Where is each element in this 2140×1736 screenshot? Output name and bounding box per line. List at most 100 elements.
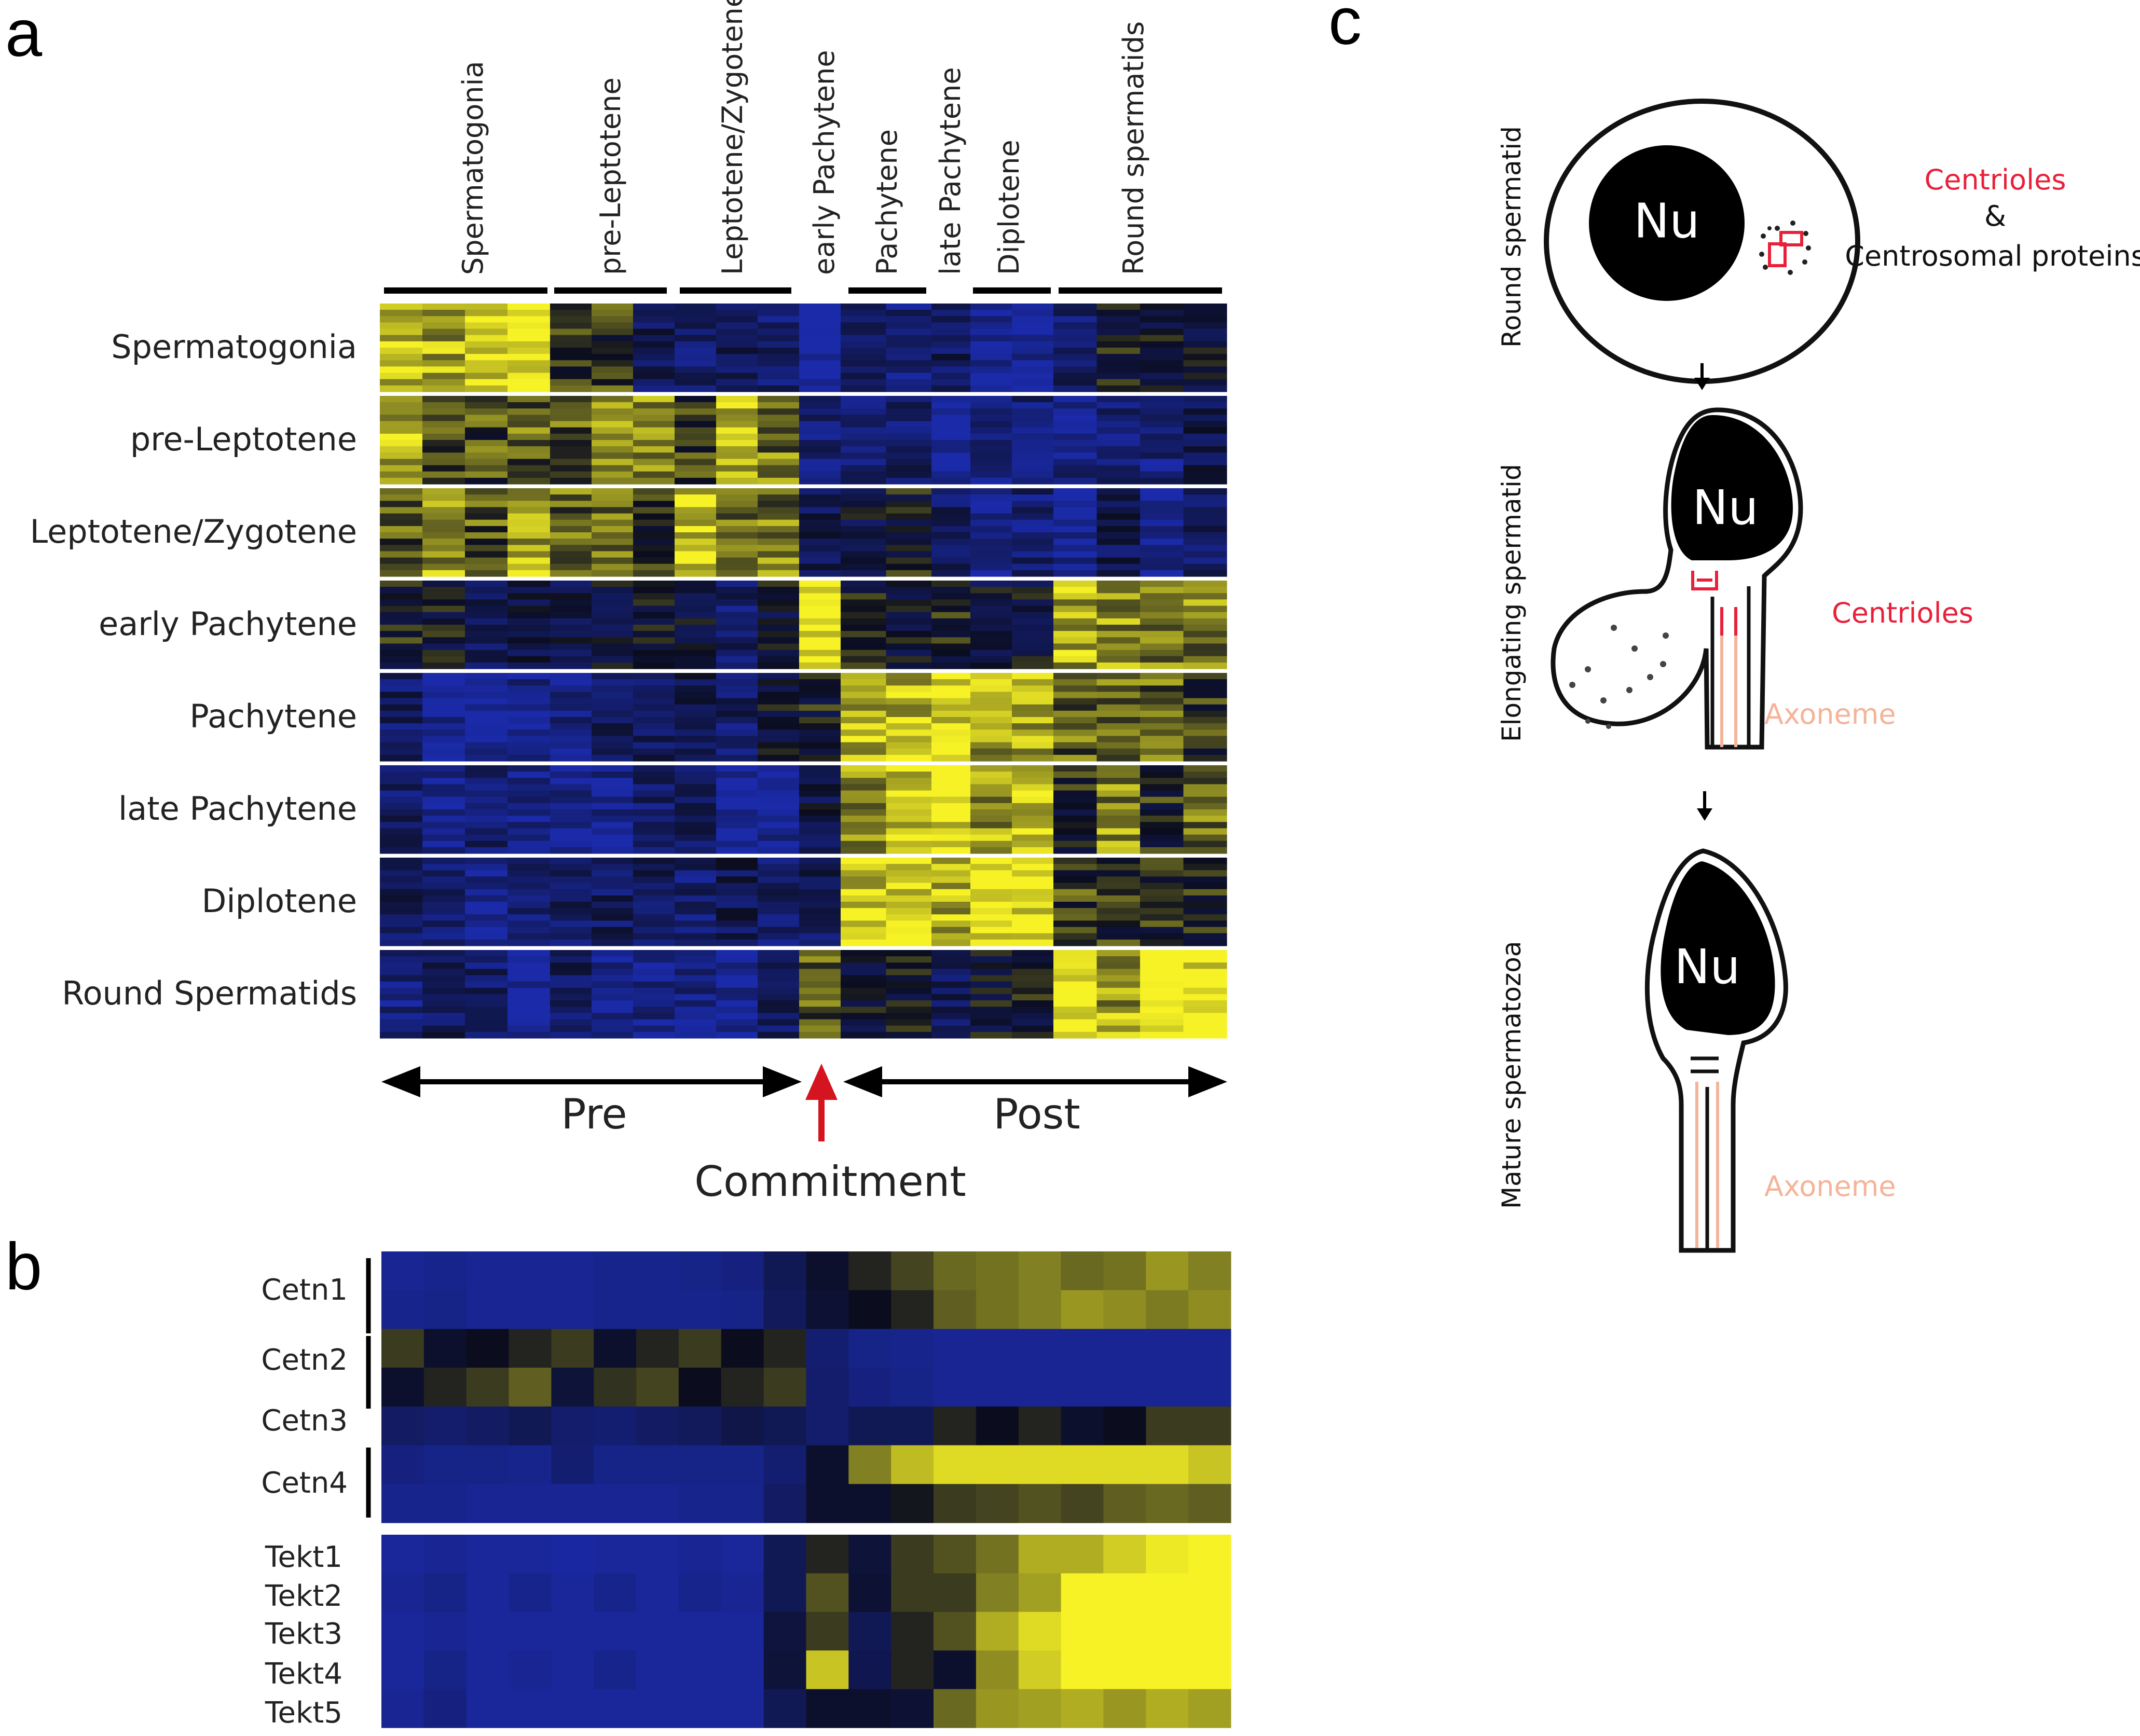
heatmap-b-cell [806, 1573, 849, 1613]
heatmap-a-cell [675, 765, 800, 854]
heatmap-b-cell [1061, 1290, 1104, 1329]
heatmap-b-cell [466, 1535, 510, 1574]
heatmap-b-cell [1103, 1611, 1146, 1651]
heatmap-b-cell [636, 1406, 679, 1446]
heatmap-a-cell [550, 304, 675, 392]
heatmap-b-cell [891, 1406, 934, 1446]
heatmap-b-cell [594, 1689, 637, 1728]
heatmap-b-cell [381, 1290, 424, 1329]
heatmap-b-cell [551, 1290, 594, 1329]
heatmap-b-cell [381, 1650, 424, 1690]
heatmap-b-cell [466, 1611, 510, 1651]
heatmap-a-cell [970, 488, 1054, 577]
heatmap-b-cell [976, 1251, 1019, 1291]
heatmap-a-cell [799, 673, 841, 762]
heatmap-a-cell [970, 950, 1054, 1039]
heatmap-a-cell [380, 581, 551, 669]
heatmap-b-cell [381, 1368, 424, 1407]
heatmap-b-cell [551, 1484, 594, 1523]
heatmap-b-cell [721, 1650, 764, 1690]
heatmap-b-cell [551, 1406, 594, 1446]
heatmap-b-cell [1061, 1406, 1104, 1446]
heatmap-a-cell [841, 950, 932, 1039]
heatmap-a-cell [380, 304, 551, 392]
heatmap-b-cell [678, 1445, 722, 1484]
heatmap-b-cell [678, 1535, 722, 1574]
heatmap-b-cell [381, 1406, 424, 1446]
heatmap-b-cell [848, 1535, 891, 1574]
heatmap-b-cell [1061, 1573, 1104, 1613]
heatmap-a-row [380, 304, 1227, 392]
row-label-diplotene: Diplotene [202, 882, 357, 920]
heatmap-b-cell [1103, 1368, 1146, 1407]
heatmap-a-cell [380, 396, 551, 485]
heatmap-a-cell [970, 673, 1054, 762]
heatmap-a-cell [841, 765, 932, 854]
heatmap-b-cell [678, 1650, 722, 1690]
heatmap-a-cell [931, 673, 971, 762]
heatmap-a-row [380, 950, 1227, 1039]
heatmap-b-cell [934, 1251, 977, 1291]
heatmap-b-cell [1146, 1484, 1189, 1523]
heatmap-a-cell [841, 304, 932, 392]
heatmap-a-cell [675, 581, 800, 669]
heatmap-a-cell [380, 673, 551, 762]
heatmap-a-cell [550, 488, 675, 577]
row-label-leptotene-zygotene: Leptotene/Zygotene [30, 513, 357, 550]
heatmap-b-cell [551, 1445, 594, 1484]
heatmap-a-cell [799, 304, 841, 392]
panel-b-letter: b [5, 1230, 42, 1304]
heatmap-b-cell [1061, 1689, 1104, 1728]
heatmap-b-cell [1146, 1650, 1189, 1690]
heatmap-b-cell [594, 1535, 637, 1574]
heatmap-a-cell [380, 950, 551, 1039]
heatmap-b-cell [423, 1251, 467, 1291]
heatmap-b-cell [1018, 1251, 1062, 1291]
heatmap-b-cell [976, 1535, 1019, 1574]
heatmap-b-cell [551, 1368, 594, 1407]
heatmap-b-cell [466, 1406, 510, 1446]
pre-arrow-right-head [763, 1066, 802, 1097]
post-arrow-left-head [843, 1066, 882, 1097]
heatmap-b-cell [1103, 1650, 1146, 1690]
heatmap-b-cell [509, 1251, 552, 1291]
gene-label-tekt3: Tekt3 [265, 1617, 342, 1651]
heatmap-b-cell [848, 1290, 891, 1329]
heatmap-b-cell [976, 1650, 1019, 1690]
heatmap-a-cell [550, 581, 675, 669]
heatmap-a-cell [931, 396, 971, 485]
heatmap-b-cell [381, 1445, 424, 1484]
heatmap-b-cell [891, 1535, 934, 1574]
heatmap-b-cell [636, 1573, 679, 1613]
heatmap-b-cell [891, 1484, 934, 1523]
heatmap-b-cell [721, 1484, 764, 1523]
heatmap-b-cell [763, 1535, 807, 1574]
heatmap-a-cell [675, 673, 800, 762]
heatmap-b-cell [594, 1611, 637, 1651]
heatmap-b-cell [934, 1484, 977, 1523]
row-label-late-pachytene: late Pachytene [118, 790, 357, 828]
heatmap-b-cell [976, 1445, 1019, 1484]
heatmap-a-cell [970, 858, 1054, 946]
heatmap-a-cell [550, 765, 675, 854]
col-label-late-pachytene: late Pachytene [934, 67, 967, 275]
heatmap-b-cell [721, 1445, 764, 1484]
heatmap-b-cell [1146, 1573, 1189, 1613]
heatmap-b-cell [509, 1689, 552, 1728]
heatmap-b-cell [423, 1650, 467, 1690]
heatmap-b-cell [594, 1573, 637, 1613]
heatmap-b-cell [763, 1650, 807, 1690]
centrosomal-proteins-label: Centrosomal proteins [1845, 240, 2140, 272]
heatmap-b-cell [848, 1251, 891, 1291]
heatmap-b-cell [976, 1573, 1019, 1613]
row-label-early-pachytene: early Pachytene [99, 605, 357, 643]
heatmap-b-cell [1061, 1611, 1104, 1651]
col-label-round-spermatids: Round spermatids [1117, 21, 1150, 275]
heatmap-b-cell [721, 1611, 764, 1651]
heatmap-b-cell [1146, 1689, 1189, 1728]
heatmap-b-cell [594, 1406, 637, 1446]
heatmap-b-cell [551, 1689, 594, 1728]
heatmap-b-cell [806, 1650, 849, 1690]
heatmap-b-cell [848, 1484, 891, 1523]
heatmap-b-cell [509, 1573, 552, 1613]
